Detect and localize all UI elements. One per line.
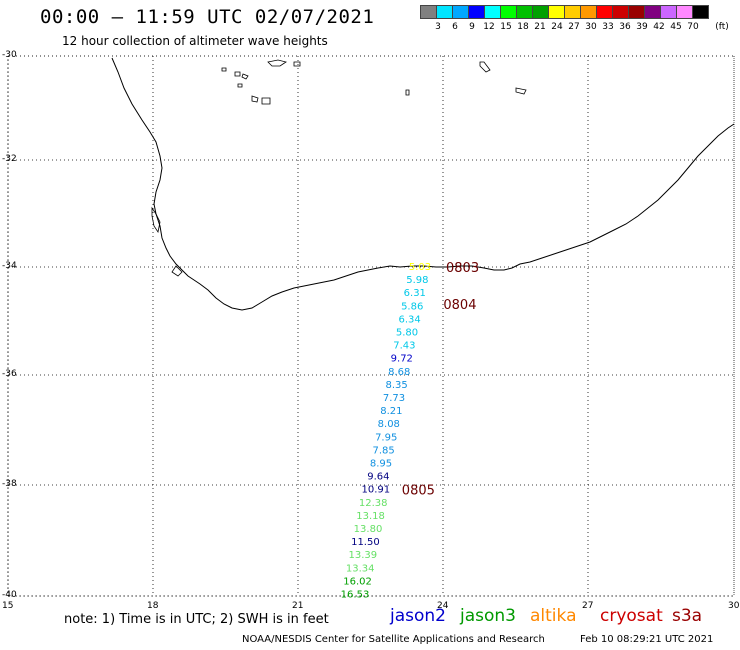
colorbar-tick-label: 42 bbox=[653, 22, 665, 32]
swh-value: 9.72 bbox=[391, 354, 413, 365]
swh-value: 13.39 bbox=[348, 550, 377, 561]
swh-value: 7.85 bbox=[372, 445, 394, 456]
swh-value: 7.95 bbox=[375, 432, 397, 443]
latitude-tick-label: -40 bbox=[2, 590, 17, 600]
longitude-tick-label: 24 bbox=[437, 601, 449, 611]
colorbar-tick-label: 3 bbox=[435, 22, 441, 32]
latitude-tick-label: -38 bbox=[2, 479, 17, 489]
generated-timestamp: Feb 10 08:29:21 UTC 2021 bbox=[580, 634, 714, 645]
swh-value: 7.43 bbox=[393, 341, 415, 352]
swh-value: 5.86 bbox=[401, 301, 423, 312]
swh-value: 13.80 bbox=[354, 524, 383, 535]
longitude-tick-label: 27 bbox=[582, 601, 594, 611]
swh-value: 5.03 bbox=[409, 262, 431, 273]
swh-value: 9.64 bbox=[367, 472, 389, 483]
longitude-tick-label: 21 bbox=[292, 601, 304, 611]
colorbar-tick-label: 24 bbox=[551, 22, 563, 32]
colorbar-tick-label: 45 bbox=[670, 22, 682, 32]
swh-value: 16.02 bbox=[343, 576, 372, 587]
colorbar-tick-label: 70 bbox=[687, 22, 699, 32]
colorbar-tick-label: 18 bbox=[517, 22, 529, 32]
colorbar-tick-label: 27 bbox=[568, 22, 580, 32]
swh-value: 8.08 bbox=[378, 419, 400, 430]
longitude-tick-label: 15 bbox=[2, 601, 14, 611]
altimeter-track: 5.03 5.98 6.31 5.86 6.34 5.80 7.43 9.72 8.68 8.35… bbox=[341, 261, 479, 601]
swh-value: 11.50 bbox=[351, 537, 380, 548]
legend-altika: altika bbox=[530, 606, 577, 626]
latitude-tick-label: -36 bbox=[2, 369, 17, 379]
swh-value: 8.35 bbox=[385, 380, 407, 391]
colorbar-tick-label: 30 bbox=[585, 22, 597, 32]
colorbar-tick-label: 39 bbox=[636, 22, 648, 32]
swh-value: 6.31 bbox=[404, 288, 426, 299]
legend-jason3: jason3 bbox=[460, 606, 516, 626]
pass-time-label: 0805 bbox=[402, 484, 435, 499]
colorbar-tick-label: 21 bbox=[534, 22, 546, 32]
swh-value: 7.73 bbox=[383, 393, 405, 404]
longitude-tick-label: 30 bbox=[728, 601, 740, 611]
colorbar-tick-label: 36 bbox=[619, 22, 631, 32]
swh-value: 8.68 bbox=[388, 367, 410, 378]
pass-time-label: 0804 bbox=[443, 298, 476, 313]
map-frame bbox=[7, 55, 735, 597]
colorbar-tick-label: 33 bbox=[602, 22, 614, 32]
swh-value: 8.95 bbox=[370, 459, 392, 470]
pass-time-label: 0803 bbox=[446, 261, 479, 276]
colorbar-tick-label: 9 bbox=[469, 22, 475, 32]
swh-value: 8.21 bbox=[380, 406, 402, 417]
swh-value: 13.34 bbox=[346, 563, 375, 574]
coastline-detail bbox=[151, 206, 183, 277]
footnote: note: 1) Time is in UTC; 2) SWH is in fe… bbox=[64, 612, 329, 627]
map-title: 00:00 – 11:59 UTC 02/07/2021 bbox=[40, 6, 375, 28]
colorbar-swatch bbox=[692, 5, 709, 19]
latitude-tick-label: -32 bbox=[2, 154, 17, 164]
legend-s3a: s3a bbox=[672, 606, 703, 626]
longitude-tick-label: 18 bbox=[147, 601, 159, 611]
colorbar bbox=[420, 5, 709, 19]
swh-value: 12.38 bbox=[359, 498, 388, 509]
legend-cryosat: cryosat bbox=[600, 606, 663, 626]
colorbar-tick-label: 15 bbox=[500, 22, 512, 32]
small-islands bbox=[221, 59, 527, 105]
swh-value: 5.98 bbox=[406, 275, 428, 286]
colorbar-tick-label: 12 bbox=[483, 22, 495, 32]
colorbar-labels: 3 6 9 12 15 18 21 24 27 30 33 36 39 42 45 70 (ft) bbox=[420, 22, 740, 34]
colorbar-tick-label: 6 bbox=[452, 22, 458, 32]
swh-value: 5.80 bbox=[396, 328, 418, 339]
map-subtitle: 12 hour collection of altimeter wave hei… bbox=[62, 34, 328, 48]
colorbar-units: (ft) bbox=[715, 22, 729, 32]
swh-value: 16.53 bbox=[341, 590, 370, 601]
credit-text: NOAA/NESDIS Center for Satellite Applica… bbox=[242, 634, 545, 645]
legend-jason2: jason2 bbox=[390, 606, 446, 626]
swh-value: 6.34 bbox=[398, 314, 420, 325]
swh-value: 13.18 bbox=[356, 511, 385, 522]
latitude-tick-label: -30 bbox=[2, 50, 17, 60]
latitude-tick-label: -34 bbox=[2, 261, 17, 271]
swh-value: 10.91 bbox=[361, 485, 390, 496]
